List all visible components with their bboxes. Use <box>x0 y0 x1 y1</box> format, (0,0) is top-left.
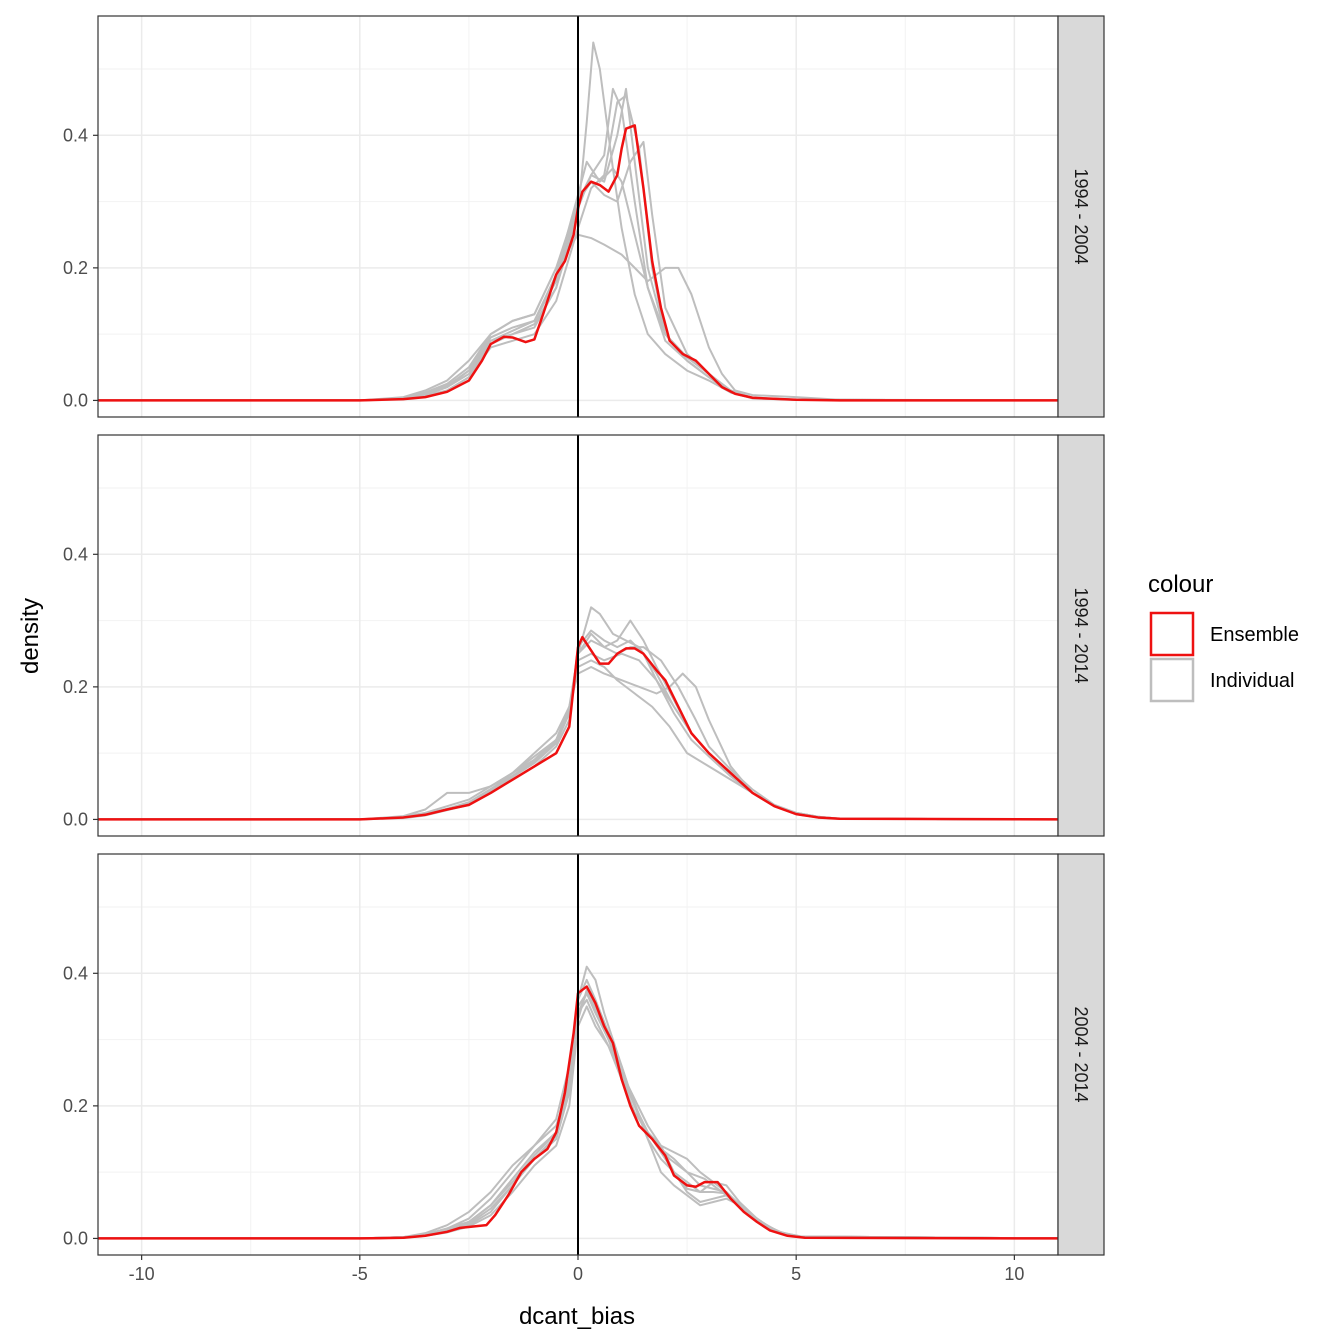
legend-label-ensemble: Ensemble <box>1210 624 1299 646</box>
facet-strip <box>1057 853 1105 1256</box>
ensemble-line <box>98 985 1059 1240</box>
facet-strip-label: 1994 - 2014 <box>1071 587 1091 683</box>
facet-strip <box>1057 434 1105 837</box>
x-tick-label: 0 <box>573 1264 583 1284</box>
y-tick-label: 0.0 <box>63 1228 88 1248</box>
y-axis-title: density <box>17 598 44 674</box>
legend: colour Ensemble Individual <box>1148 571 1299 703</box>
facet-strip <box>1057 15 1105 418</box>
x-tick-label: -10 <box>129 1264 155 1284</box>
y-tick-label: 0.2 <box>63 1096 88 1116</box>
legend-title: colour <box>1148 571 1213 598</box>
legend-label-individual: Individual <box>1210 670 1295 692</box>
x-tick-label: 5 <box>791 1264 801 1284</box>
y-tick-label: 0.0 <box>63 390 88 410</box>
individual-line-7 <box>98 992 1059 1240</box>
panel-2: 0.0 0.2 0.4 1994 - 2014 <box>63 434 1105 837</box>
individual-line-5 <box>98 233 1059 402</box>
individual-line-7 <box>98 639 1059 821</box>
facet-strip-label: 2004 - 2014 <box>1071 1006 1091 1102</box>
y-tick-label: 0.4 <box>63 963 88 983</box>
panel-1: 0.0 0.2 0.4 1994 - 2004 <box>63 15 1105 418</box>
legend-items: Ensemble Individual <box>1149 611 1299 703</box>
y-tick-label: 0.2 <box>63 677 88 697</box>
series-lines <box>98 965 1059 1240</box>
y-tick-label: 0.4 <box>63 125 88 145</box>
ensemble-line <box>98 635 1059 821</box>
facet-strip-label: 1994 - 2004 <box>1071 168 1091 264</box>
x-tick-label: -5 <box>352 1264 368 1284</box>
legend-key-ensemble <box>1149 611 1195 657</box>
y-tick-label: 0.4 <box>63 544 88 564</box>
x-axis: -10 -5 0 5 10 <box>129 1255 1024 1284</box>
x-tick-label: 10 <box>1004 1264 1024 1284</box>
panels: 0.0 0.2 0.4 1994 - 2004 0.0 0.2 0.4 1994 - 2014… <box>63 15 1105 1256</box>
y-tick-label: 0.2 <box>63 258 88 278</box>
y-tick-label: 0.0 <box>63 809 88 829</box>
legend-key-individual <box>1149 657 1195 703</box>
x-axis-title: dcant_bias <box>519 1303 635 1330</box>
series-lines <box>98 606 1059 821</box>
panel-3: 0.0 0.2 0.4 2004 - 2014 <box>63 853 1105 1256</box>
series-lines <box>98 41 1059 402</box>
ensemble-line <box>98 124 1058 402</box>
